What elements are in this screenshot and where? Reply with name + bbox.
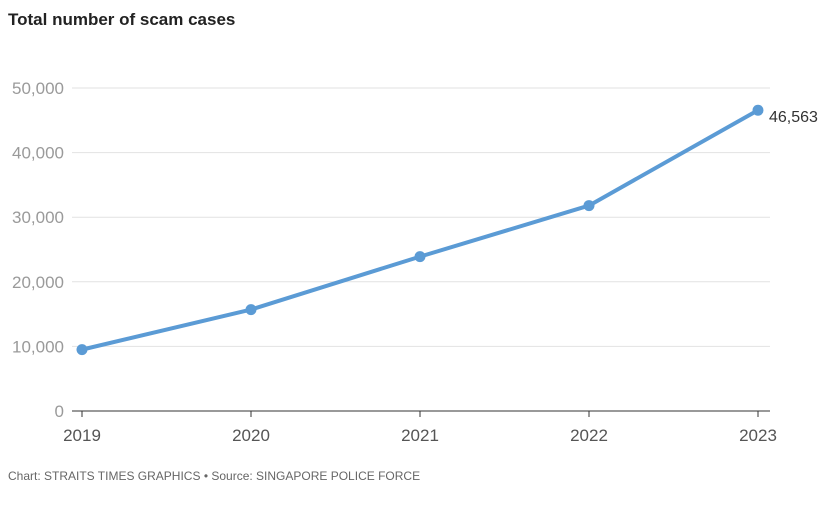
- data-label: 46,563: [769, 109, 818, 126]
- y-tick-label: 10,000: [12, 337, 64, 356]
- x-axis-ticks: 2019 2020 2021 2022 2023: [63, 411, 777, 445]
- series-layer: [76, 104, 764, 356]
- data-labels: 46,563: [769, 109, 818, 126]
- series-line: [80, 108, 760, 352]
- data-point: [414, 251, 426, 263]
- y-tick-label: 30,000: [12, 208, 64, 227]
- data-point: [245, 304, 257, 316]
- gridlines: [72, 87, 770, 347]
- data-point: [76, 344, 88, 356]
- data-point: [583, 200, 595, 212]
- x-tick-label: 2020: [232, 426, 270, 445]
- y-axis-ticks: 0 10,000 20,000 30,000 40,000 50,000: [12, 79, 64, 421]
- y-tick-label: 40,000: [12, 144, 64, 163]
- y-tick-label: 50,000: [12, 79, 64, 98]
- x-tick-label: 2022: [570, 426, 608, 445]
- y-tick-label: 0: [55, 402, 64, 421]
- chart-source-footer: Chart: STRAITS TIMES GRAPHICS • Source: …: [8, 469, 421, 483]
- x-tick-label: 2021: [401, 426, 439, 445]
- chart-title: Total number of scam cases: [8, 10, 236, 29]
- data-point: [752, 104, 764, 116]
- x-tick-label: 2023: [739, 426, 777, 445]
- y-tick-label: 20,000: [12, 273, 64, 292]
- x-tick-label: 2019: [63, 426, 101, 445]
